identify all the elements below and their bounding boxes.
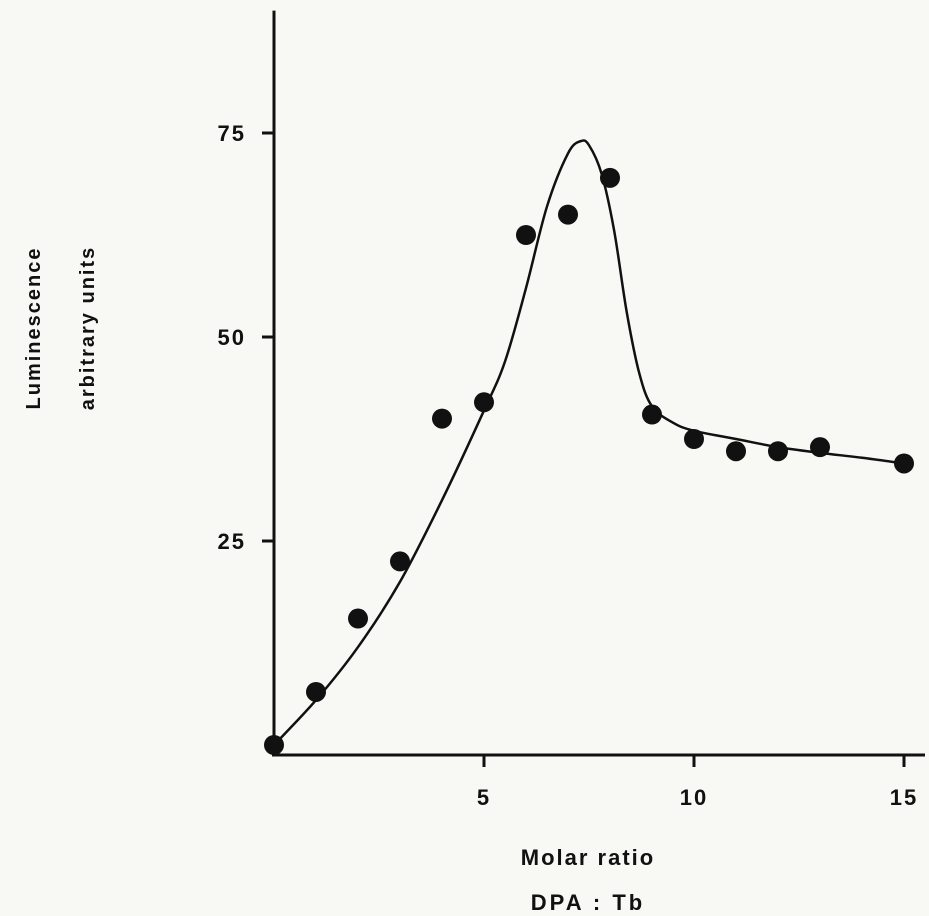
ticks: 25 50 75 5 10 15: [218, 121, 918, 810]
data-point: [516, 225, 536, 245]
data-point: [810, 437, 830, 458]
data-point: [558, 204, 578, 225]
data-point: [474, 392, 494, 413]
x-tick-label: 5: [477, 785, 491, 810]
data-point: [684, 429, 704, 449]
y-axis-label: Luminescence: [23, 247, 45, 410]
y-tick-label: 75: [218, 121, 246, 146]
data-point: [642, 404, 662, 425]
y-tick-label: 50: [218, 325, 246, 350]
data-point: [726, 441, 746, 462]
data-point: [264, 735, 284, 755]
data-points: [264, 167, 914, 755]
fit-curve-line: [273, 139, 905, 746]
x-tick-label: 10: [680, 785, 708, 810]
y-tick-label: 25: [218, 529, 246, 554]
data-point: [306, 681, 326, 702]
y-axis-label-line2: arbitrary units: [77, 246, 99, 410]
x-tick-label: 15: [890, 785, 918, 810]
data-point: [390, 551, 410, 572]
axes: [272, 10, 925, 757]
x-axis-label-line2: DPA : Tb: [531, 890, 645, 915]
data-point: [768, 441, 788, 462]
data-point: [600, 167, 620, 188]
data-point: [432, 408, 452, 429]
data-point: [348, 608, 368, 629]
data-point: [894, 453, 914, 474]
x-axis-label: Molar ratio: [521, 845, 655, 870]
